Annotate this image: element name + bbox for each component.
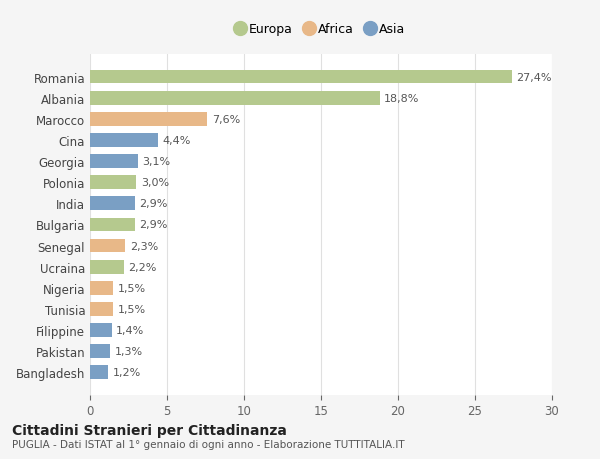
Bar — [90, 197, 134, 211]
Bar — [90, 112, 207, 126]
Text: 1,4%: 1,4% — [116, 325, 145, 335]
Bar — [90, 176, 136, 190]
Bar — [90, 302, 113, 316]
Text: PUGLIA - Dati ISTAT al 1° gennaio di ogni anno - Elaborazione TUTTITALIA.IT: PUGLIA - Dati ISTAT al 1° gennaio di ogn… — [12, 440, 404, 449]
Text: 2,2%: 2,2% — [128, 262, 157, 272]
Text: 1,3%: 1,3% — [115, 347, 143, 356]
Legend: Europa, Africa, Asia: Europa, Africa, Asia — [230, 17, 412, 43]
Text: 4,4%: 4,4% — [163, 135, 191, 146]
Bar — [90, 92, 380, 105]
Text: 27,4%: 27,4% — [517, 73, 552, 82]
Text: 1,5%: 1,5% — [118, 283, 146, 293]
Text: 2,9%: 2,9% — [139, 199, 167, 209]
Bar — [90, 324, 112, 337]
Text: 1,5%: 1,5% — [118, 304, 146, 314]
Bar — [90, 281, 113, 295]
Bar — [90, 239, 125, 253]
Bar — [90, 345, 110, 358]
Bar — [90, 260, 124, 274]
Bar — [90, 366, 109, 379]
Bar — [90, 155, 138, 168]
Text: 1,2%: 1,2% — [113, 368, 142, 377]
Text: 2,9%: 2,9% — [139, 220, 167, 230]
Bar — [90, 71, 512, 84]
Text: 18,8%: 18,8% — [384, 94, 419, 103]
Bar — [90, 134, 158, 147]
Text: 3,1%: 3,1% — [142, 157, 170, 167]
Text: 3,0%: 3,0% — [141, 178, 169, 188]
Text: 2,3%: 2,3% — [130, 241, 158, 251]
Bar — [90, 218, 134, 232]
Text: Cittadini Stranieri per Cittadinanza: Cittadini Stranieri per Cittadinanza — [12, 423, 287, 437]
Text: 7,6%: 7,6% — [212, 115, 240, 124]
